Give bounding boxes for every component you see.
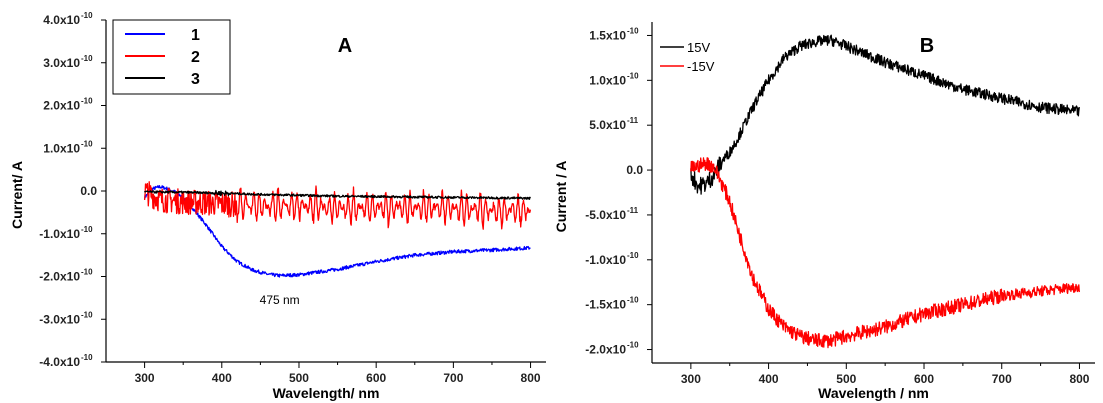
- y-tick-label: 4.0x10: [43, 13, 80, 27]
- x-tick-label: 700: [443, 371, 463, 385]
- x-axis-label: Wavelength/ nm: [273, 385, 380, 401]
- y-tick-label: -2.0x10: [585, 343, 626, 357]
- y-tick-label: 1.0x10: [43, 141, 80, 155]
- y-axis-label: Current / A: [553, 161, 569, 233]
- y-tick-exponent: -10: [81, 54, 93, 63]
- y-tick-exponent: -10: [81, 11, 93, 20]
- y-tick-exponent: -10: [627, 341, 639, 350]
- series-line-1: [143, 185, 531, 278]
- y-tick-exponent: -10: [81, 353, 93, 362]
- x-tick-label: 600: [366, 371, 386, 385]
- series-line-2: [690, 157, 1080, 349]
- series-line-1: [690, 34, 1080, 195]
- y-tick-label: 1.5x10: [589, 28, 626, 42]
- y-tick-label: -4.0x10: [39, 355, 80, 369]
- y-tick-exponent: -10: [81, 310, 93, 319]
- y-tick-label: 5.0x10: [589, 118, 626, 132]
- y-tick-exponent: -11: [627, 116, 639, 125]
- x-tick-label: 800: [1069, 372, 1089, 386]
- y-tick-label: 0.0: [626, 163, 643, 177]
- y-tick-exponent: -10: [627, 71, 639, 80]
- legend-label: -15V: [687, 59, 715, 74]
- legend-label: 15V: [687, 40, 710, 55]
- y-tick-exponent: -10: [81, 268, 93, 277]
- y-tick-exponent: -10: [627, 26, 639, 35]
- y-tick-label: 1.0x10: [589, 73, 626, 87]
- legend-label: 3: [191, 71, 200, 88]
- y-tick-exponent: -10: [627, 296, 639, 305]
- panel-label: A: [338, 35, 352, 57]
- legend-label: 2: [191, 49, 200, 66]
- y-axis-label: Current/ A: [9, 161, 25, 229]
- y-tick-exponent: -10: [627, 251, 639, 260]
- y-tick-label: -1.5x10: [585, 298, 626, 312]
- y-tick-label: -1.0x10: [39, 227, 80, 241]
- x-tick-label: 300: [135, 371, 155, 385]
- panel-label: B: [920, 35, 934, 57]
- x-tick-label: 700: [992, 372, 1012, 386]
- y-tick-exponent: -10: [81, 139, 93, 148]
- y-tick-label: -1.0x10: [585, 253, 626, 267]
- x-tick-label: 300: [681, 372, 701, 386]
- x-tick-label: 400: [759, 372, 779, 386]
- y-tick-label: -5.0x10: [585, 208, 626, 222]
- x-tick-label: 800: [521, 371, 541, 385]
- y-tick-label: 2.0x10: [43, 99, 80, 113]
- series-line-3: [144, 189, 531, 200]
- x-axis-label: Wavelength / nm: [818, 385, 929, 401]
- series-line-2: [143, 181, 532, 230]
- annotation-label: 475 nm: [260, 293, 300, 307]
- x-tick-label: 500: [836, 372, 856, 386]
- y-tick-label: -3.0x10: [39, 312, 80, 326]
- y-tick-label: 0.0: [80, 184, 97, 198]
- legend-label: 1: [191, 27, 200, 44]
- y-tick-exponent: -10: [81, 225, 93, 234]
- x-tick-label: 400: [212, 371, 232, 385]
- x-tick-label: 600: [914, 372, 934, 386]
- x-tick-label: 500: [289, 371, 309, 385]
- y-tick-label: -2.0x10: [39, 270, 80, 284]
- y-tick-exponent: -10: [81, 97, 93, 106]
- y-tick-exponent: -11: [627, 206, 639, 215]
- y-tick-label: 3.0x10: [43, 56, 80, 70]
